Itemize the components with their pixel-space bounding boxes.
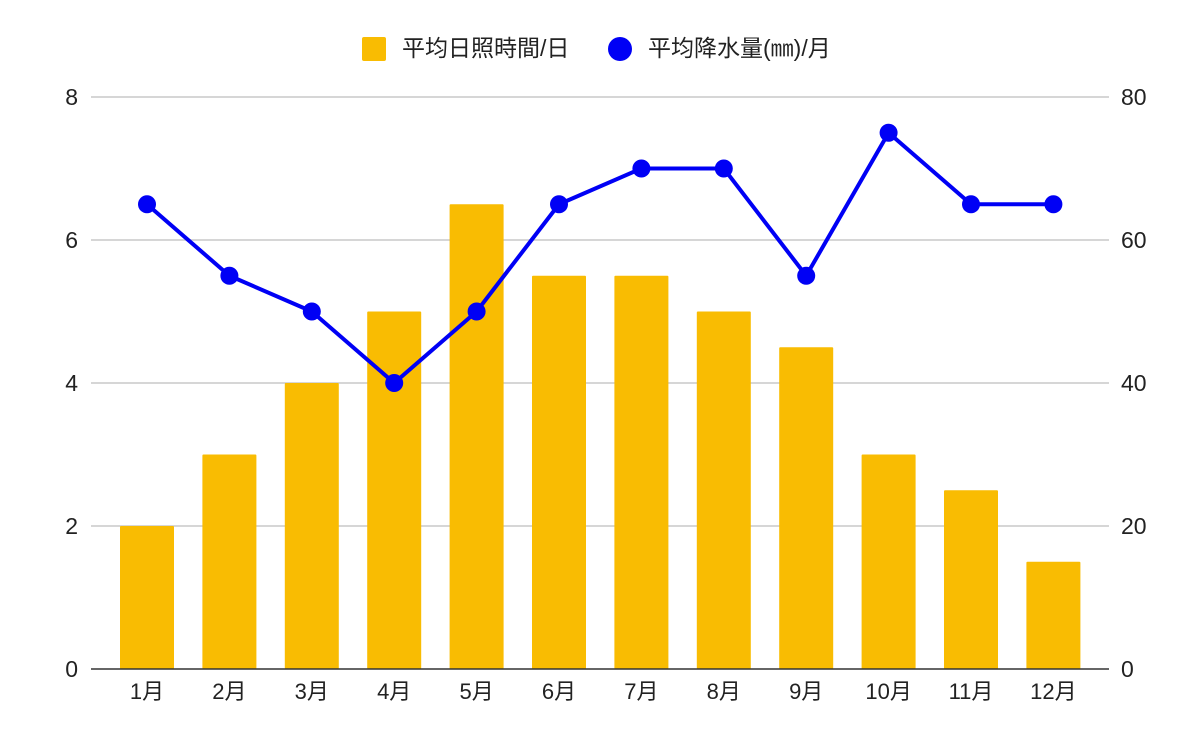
line-point xyxy=(962,195,980,214)
bar xyxy=(944,490,998,669)
right-axis-tick-label: 40 xyxy=(1121,370,1147,396)
line-point xyxy=(1044,195,1063,214)
line-point xyxy=(879,123,898,142)
bar xyxy=(120,526,174,669)
x-axis-tick-label: 7月 xyxy=(624,679,658,704)
bar xyxy=(532,275,586,669)
line-point xyxy=(714,159,733,178)
legend-bar-swatch xyxy=(362,37,386,61)
line-series xyxy=(138,123,1063,392)
line-point xyxy=(220,266,239,285)
bar xyxy=(614,275,669,669)
legend-line-label: 平均降水量(㎜)/月 xyxy=(648,35,831,61)
line-path xyxy=(145,130,1054,385)
left-axis-tick-label: 2 xyxy=(65,513,78,539)
right-axis-tick-label: 80 xyxy=(1121,84,1147,110)
left-axis-tick-label: 4 xyxy=(65,370,78,396)
left-axis-tick-label: 6 xyxy=(65,227,78,253)
x-axis-tick-label: 12月 xyxy=(1030,679,1076,704)
right-axis-tick-label: 0 xyxy=(1121,656,1134,682)
bar-series xyxy=(120,204,1081,669)
line-point xyxy=(632,159,651,178)
x-axis-tick-label: 4月 xyxy=(377,679,411,704)
line-point xyxy=(385,374,404,392)
right-axis-tick-label: 20 xyxy=(1121,513,1147,539)
x-axis-tick-label: 11月 xyxy=(949,679,994,704)
line-point xyxy=(797,266,816,285)
left-axis-tick-label: 0 xyxy=(65,656,78,682)
x-axis-tick-label: 1月 xyxy=(130,679,164,704)
bar xyxy=(449,204,504,669)
legend-line-swatch xyxy=(608,37,632,61)
x-axis-tick-label: 3月 xyxy=(295,679,329,704)
legend-bar-label: 平均日照時間/日 xyxy=(402,35,569,61)
right-axis-tick-label: 60 xyxy=(1121,227,1147,253)
x-axis-tick-label: 6月 xyxy=(542,679,576,704)
bar xyxy=(284,383,339,669)
x-axis-tick-label: 10月 xyxy=(865,679,911,704)
x-axis-tick-label: 5月 xyxy=(459,679,493,704)
gridlines xyxy=(91,96,1109,527)
bar xyxy=(696,311,751,669)
bar xyxy=(779,347,834,669)
x-axis-tick-label: 9月 xyxy=(789,679,823,704)
bar xyxy=(861,454,916,669)
bar xyxy=(202,454,257,669)
bar xyxy=(1026,561,1081,669)
x-axis-tick-label: 2月 xyxy=(212,679,246,704)
bar xyxy=(367,311,422,669)
line-point xyxy=(138,195,156,214)
line-point xyxy=(467,302,486,321)
line-point xyxy=(550,195,568,214)
legend: 平均日照時間/日 平均降水量(㎜)/月 xyxy=(362,35,831,61)
left-axis-tick-label: 8 xyxy=(65,84,78,110)
x-axis-tick-label: 8月 xyxy=(707,679,741,704)
line-point xyxy=(302,302,321,321)
